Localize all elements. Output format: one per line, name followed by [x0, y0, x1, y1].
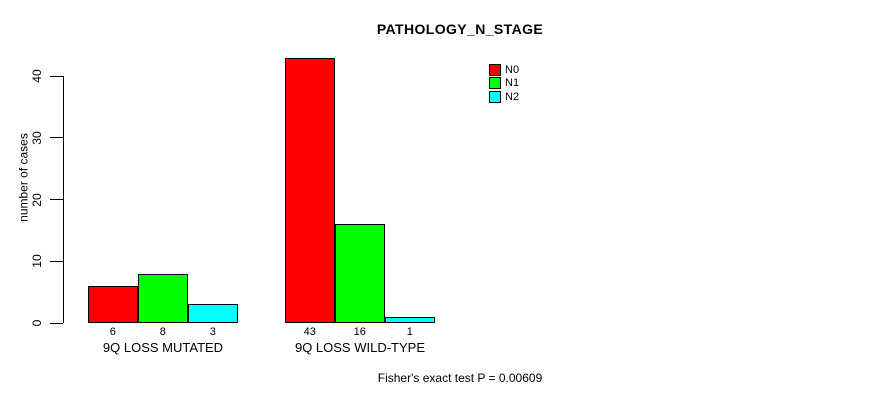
bar-n0-group2 — [285, 57, 335, 323]
legend-swatch-n2-icon — [489, 90, 501, 103]
bar-n2-group1 — [188, 304, 238, 323]
statistical-test-footnote: Fisher's exact test P = 0.00609 — [377, 371, 543, 385]
x-category-label-wild-type: 9Q LOSS WILD-TYPE — [294, 340, 426, 355]
chart-title: PATHOLOGY_N_STAGE — [376, 21, 544, 37]
bar-value-label: 43 — [303, 326, 316, 338]
bar-n0-group1 — [88, 285, 138, 323]
bar-value-label: 1 — [406, 326, 413, 338]
bar-value-label: 3 — [209, 326, 216, 338]
y-tick-label: 10 — [30, 254, 44, 268]
y-tick-mark — [50, 199, 63, 201]
legend-label-n1: N1 — [505, 77, 520, 90]
y-tick-mark — [50, 137, 63, 139]
bar-value-label: 6 — [109, 326, 116, 338]
x-category-label-mutated: 9Q LOSS MUTATED — [102, 340, 224, 355]
y-tick-mark — [50, 260, 63, 262]
y-tick-mark — [50, 75, 63, 77]
bar-value-label: 16 — [353, 326, 366, 338]
y-tick-label: 0 — [30, 319, 44, 327]
y-tick-label: 30 — [30, 131, 44, 145]
legend-item-n0: N0 — [489, 64, 519, 76]
legend: N0 N1 N2 — [489, 64, 519, 104]
legend-label-n2: N2 — [505, 90, 520, 103]
bar-value-label: 8 — [159, 326, 166, 338]
bar-n1-group2 — [335, 224, 385, 323]
legend-item-n2: N2 — [489, 90, 520, 103]
legend-swatch-n0-icon — [489, 64, 501, 76]
bar-n1-group1 — [138, 273, 188, 323]
y-tick-label: 40 — [30, 69, 44, 83]
bar-n2-group2 — [385, 316, 435, 323]
y-tick-mark — [50, 322, 63, 324]
y-axis-title: number of cases — [16, 133, 31, 222]
legend-item-n1: N1 — [489, 77, 520, 90]
legend-label-n0: N0 — [505, 64, 520, 76]
y-tick-label: 20 — [30, 192, 44, 207]
legend-swatch-n1-icon — [489, 77, 501, 90]
y-axis-line — [63, 76, 64, 323]
